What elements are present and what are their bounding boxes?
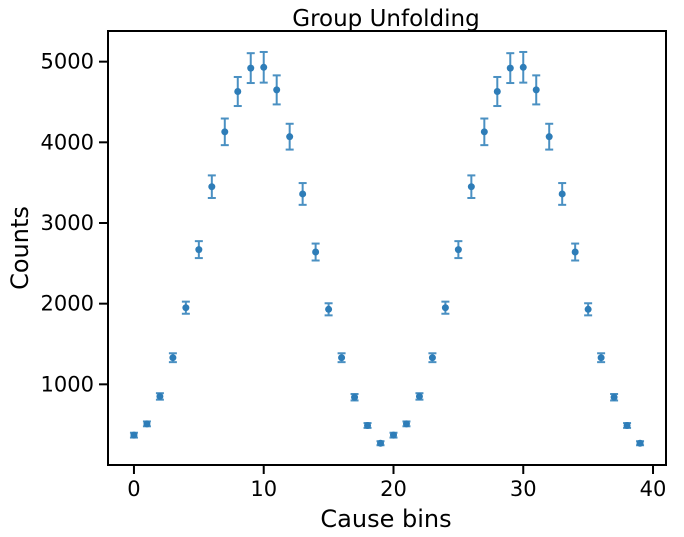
data-marker [636, 439, 644, 447]
data-marker [286, 133, 294, 141]
data-point [532, 74, 541, 106]
data-point [259, 50, 268, 84]
data-marker [221, 128, 229, 136]
y-axis-label: Counts [6, 206, 34, 290]
data-marker [571, 248, 579, 256]
data-point [272, 74, 281, 106]
data-marker [506, 64, 514, 72]
data-point [584, 302, 593, 317]
data-marker [143, 420, 151, 428]
data-marker [558, 190, 566, 198]
axis-ticks: 0 10 20 30 40 1000 2000 3000 4000 5000 [41, 50, 667, 501]
x-tick-label: 0 [127, 477, 140, 501]
data-point [142, 420, 151, 428]
data-marker [130, 431, 138, 439]
y-tick-label: 3000 [41, 211, 94, 235]
data-point [220, 117, 229, 147]
data-marker [532, 86, 540, 94]
data-marker [389, 431, 397, 439]
data-point [181, 300, 190, 315]
data-marker [299, 190, 307, 198]
data-point [610, 393, 619, 402]
data-point [311, 242, 320, 262]
data-marker [182, 304, 190, 312]
data-point [493, 75, 502, 108]
data-marker [377, 439, 385, 447]
data-point [207, 174, 216, 199]
data-marker [493, 88, 501, 96]
data-marker [247, 64, 255, 72]
data-point [298, 182, 307, 206]
x-tick-label: 30 [510, 477, 537, 501]
data-point [402, 420, 411, 428]
data-point [558, 182, 567, 206]
x-tick-label: 10 [250, 477, 277, 501]
data-point [233, 75, 242, 108]
data-point [415, 392, 424, 401]
data-marker [402, 420, 410, 428]
data-point [129, 431, 138, 439]
data-marker [325, 305, 333, 313]
data-marker [584, 305, 592, 313]
data-marker [623, 421, 631, 429]
data-marker [312, 248, 320, 256]
data-point [337, 352, 346, 364]
y-tick-label: 2000 [41, 292, 94, 316]
data-point [363, 421, 372, 429]
data-point [597, 352, 606, 364]
plot-area-frame [107, 30, 667, 466]
x-axis-label: Cause bins [320, 505, 451, 533]
data-marker [273, 86, 281, 94]
data-marker [156, 392, 164, 400]
data-point [324, 302, 333, 317]
y-tick-label: 1000 [41, 372, 94, 396]
x-tick-label: 20 [380, 477, 407, 501]
data-point [506, 52, 515, 85]
data-point [571, 242, 580, 262]
data-point [389, 431, 398, 439]
data-point [480, 117, 489, 147]
data-marker [441, 304, 449, 312]
data-marker [597, 354, 605, 362]
data-marker [610, 393, 618, 401]
data-point [519, 50, 528, 84]
data-point [623, 421, 632, 429]
y-tick-label: 5000 [41, 50, 94, 74]
data-point [246, 52, 255, 85]
data-marker [364, 421, 372, 429]
data-point [454, 240, 463, 260]
data-marker [415, 392, 423, 400]
data-marker [208, 183, 216, 191]
data-marker [260, 63, 268, 71]
data-marker [338, 354, 346, 362]
data-marker [169, 354, 177, 362]
data-marks [129, 50, 645, 447]
data-marker [545, 133, 553, 141]
data-marker [519, 63, 527, 71]
data-marker [351, 393, 359, 401]
data-point [545, 122, 554, 151]
data-point [155, 392, 164, 401]
data-marker [454, 246, 462, 254]
data-point [428, 352, 437, 364]
data-point [285, 122, 294, 151]
y-tick-label: 4000 [41, 130, 94, 154]
data-point [168, 352, 177, 364]
data-marker [428, 354, 436, 362]
data-point [441, 300, 450, 315]
data-point [467, 174, 476, 199]
x-tick-label: 40 [640, 477, 667, 501]
data-point [350, 393, 359, 402]
data-point [636, 439, 645, 447]
chart-title: Group Unfolding [292, 6, 479, 32]
data-marker [480, 128, 488, 136]
data-marker [467, 183, 475, 191]
data-marker [234, 88, 242, 96]
data-point [376, 439, 385, 447]
data-marker [195, 246, 203, 254]
data-point [194, 240, 203, 260]
